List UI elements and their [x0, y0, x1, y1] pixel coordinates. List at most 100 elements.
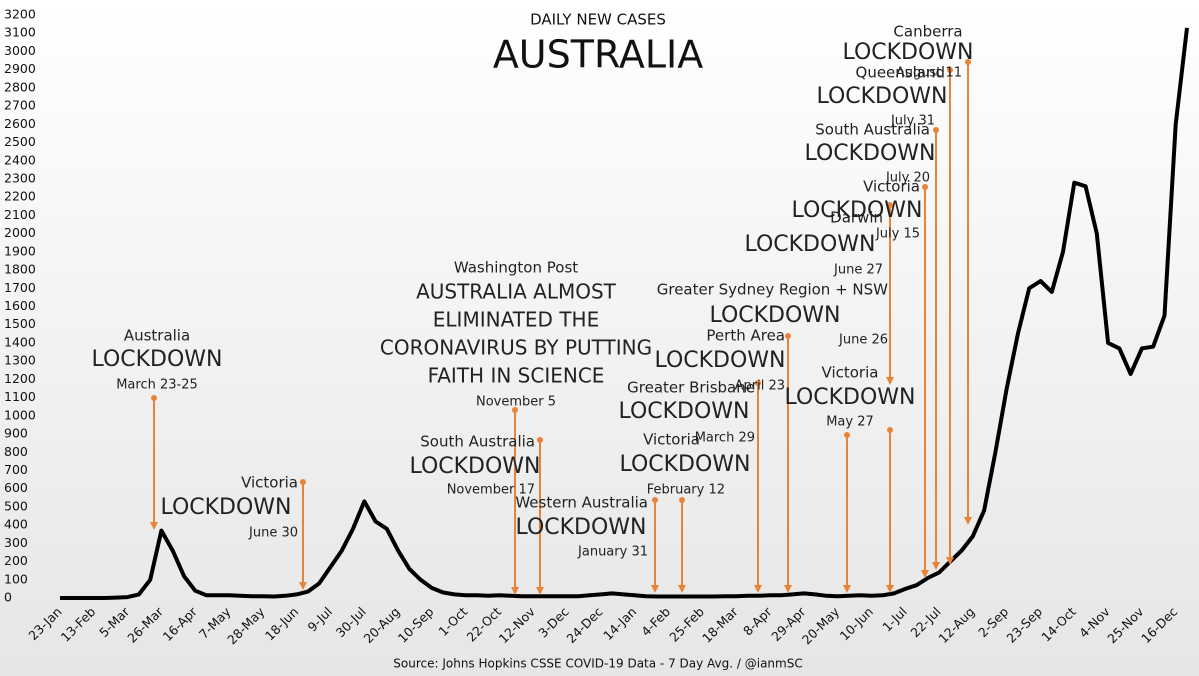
- annotation-dot: [933, 127, 939, 133]
- annotation-arrowhead: [946, 557, 954, 565]
- annotation-text: Western Australia: [515, 494, 648, 512]
- annotation-text: May 27: [826, 415, 874, 430]
- annotation-text: Victoria: [863, 178, 920, 196]
- y-tick-label: 500: [4, 498, 28, 513]
- y-tick-label: 200: [4, 553, 28, 568]
- y-tick-label: 2300: [4, 170, 36, 185]
- y-tick-label: 1200: [4, 371, 36, 386]
- data-line: [60, 27, 1189, 600]
- y-tick-label: 1800: [4, 262, 36, 277]
- y-tick-label: 1300: [4, 353, 36, 368]
- annotation-text: South Australia: [420, 433, 535, 451]
- annotation-dot: [755, 380, 761, 386]
- chart-subtitle: DAILY NEW CASES: [530, 11, 666, 29]
- annotation-text: CORONAVIRUS BY PUTTING: [380, 336, 652, 360]
- annotation-text: June 26: [838, 333, 888, 348]
- y-tick-label: 1100: [4, 389, 36, 404]
- annotation-text: February 12: [647, 483, 725, 498]
- annotation-dot: [151, 395, 157, 401]
- y-tick-label: 1900: [4, 243, 36, 258]
- annotation-text: Victoria: [822, 364, 879, 382]
- annotation-text: LOCKDOWN: [515, 515, 646, 540]
- annotation-arrowhead: [678, 585, 686, 593]
- annotation-dot: [887, 427, 893, 433]
- y-tick-label: 2800: [4, 79, 36, 94]
- annotation-dot: [300, 479, 306, 485]
- annotation-arrowhead: [536, 587, 544, 595]
- y-tick-label: 1600: [4, 298, 36, 313]
- annotation-text: LOCKDOWN: [842, 40, 973, 65]
- annotation-arrowhead: [150, 522, 158, 530]
- annotation-dot: [844, 432, 850, 438]
- annotation-text: March 23-25: [116, 378, 198, 393]
- annotation-text: Greater Brisbane: [627, 379, 755, 397]
- annotation-text: ELIMINATED THE: [433, 308, 599, 332]
- annotation-text: July 15: [875, 227, 920, 242]
- y-tick-label: 2700: [4, 98, 36, 113]
- annotation-text: Victoria: [241, 474, 298, 492]
- y-tick-label: 2400: [4, 152, 36, 167]
- annotation-dot: [922, 184, 928, 190]
- annotation-arrowhead: [886, 585, 894, 593]
- annotation-text: June 30: [248, 526, 298, 541]
- annotation-text: LOCKDOWN: [91, 347, 222, 372]
- annotation-text: LOCKDOWN: [619, 452, 750, 477]
- annotation-text: January 31: [577, 545, 648, 560]
- annotation-text: April 23: [735, 379, 785, 394]
- annotation-dot: [785, 333, 791, 339]
- y-tick-label: 2500: [4, 134, 36, 149]
- y-tick-label: 1000: [4, 407, 36, 422]
- annotation-text: August 11: [896, 66, 962, 81]
- annotation-text: LOCKDOWN: [744, 232, 875, 257]
- annotation-text: LOCKDOWN: [709, 303, 840, 328]
- y-tick-label: 1700: [4, 280, 36, 295]
- y-tick-label: 400: [4, 517, 28, 532]
- annotation-text: Washington Post: [454, 259, 578, 277]
- annotation-arrowhead: [511, 587, 519, 595]
- annotation-arrowhead: [964, 517, 972, 525]
- y-tick-label: 3100: [4, 25, 36, 40]
- annotation-text: Greater Sydney Region + NSW: [657, 281, 888, 299]
- annotation-arrowhead: [754, 585, 762, 593]
- annotation-text: July 31: [890, 114, 935, 129]
- annotation-dot: [947, 67, 953, 73]
- annotation-text: July 20: [885, 171, 930, 186]
- annotation-dot: [512, 407, 518, 413]
- annotation-dot: [537, 437, 543, 443]
- annotation-text: Canberra: [893, 23, 962, 41]
- annotation-dot: [965, 59, 971, 65]
- annotation-text: Darwin: [830, 209, 883, 227]
- y-tick-label: 900: [4, 426, 28, 441]
- y-tick-label: 2100: [4, 207, 36, 222]
- annotation-text: South Australia: [815, 121, 930, 139]
- y-tick-label: 2200: [4, 189, 36, 204]
- annotation-text: FAITH IN SCIENCE: [428, 364, 605, 388]
- annotation-text: AUSTRALIA ALMOST: [416, 280, 617, 304]
- y-tick-label: 2600: [4, 116, 36, 131]
- y-tick-label: 1500: [4, 316, 36, 331]
- y-tick-label: 700: [4, 462, 28, 477]
- annotation-arrowhead: [886, 377, 894, 385]
- annotation-dot: [887, 202, 893, 208]
- y-tick-label: 3000: [4, 43, 36, 58]
- source-note: Source: Johns Hopkins CSSE COVID-19 Data…: [393, 657, 802, 671]
- y-tick-label: 100: [4, 571, 28, 586]
- annotation-arrowhead: [921, 570, 929, 578]
- annotation-arrowhead: [843, 585, 851, 593]
- y-tick-label: 600: [4, 480, 28, 495]
- annotation-text: Queensland: [856, 64, 945, 82]
- annotation-arrowhead: [784, 585, 792, 593]
- annotation-arrowhead: [932, 562, 940, 570]
- y-tick-label: 800: [4, 444, 28, 459]
- annotation-text: LOCKDOWN: [784, 385, 915, 410]
- annotation-text: November 5: [476, 395, 556, 410]
- annotation-text: Perth Area: [706, 327, 785, 345]
- annotation-arrowhead: [651, 585, 659, 593]
- y-tick-label: 1400: [4, 334, 36, 349]
- annotation-text: LOCKDOWN: [816, 84, 947, 109]
- annotation-dot: [652, 497, 658, 503]
- annotation-arrowhead: [299, 582, 307, 590]
- annotation-text: LOCKDOWN: [160, 495, 291, 520]
